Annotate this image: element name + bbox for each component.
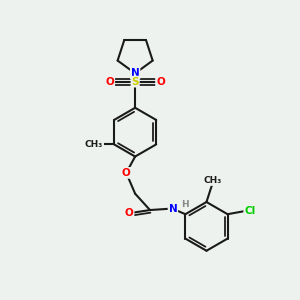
Text: O: O [106, 76, 114, 87]
Text: N: N [131, 68, 140, 78]
Text: H: H [181, 200, 189, 209]
Text: O: O [156, 76, 165, 87]
Text: S: S [131, 76, 139, 87]
Text: CH₃: CH₃ [203, 176, 221, 185]
Text: CH₃: CH₃ [85, 140, 103, 149]
Text: Cl: Cl [244, 206, 256, 216]
Text: O: O [122, 168, 130, 178]
Text: N: N [169, 204, 177, 214]
Text: O: O [125, 208, 134, 218]
